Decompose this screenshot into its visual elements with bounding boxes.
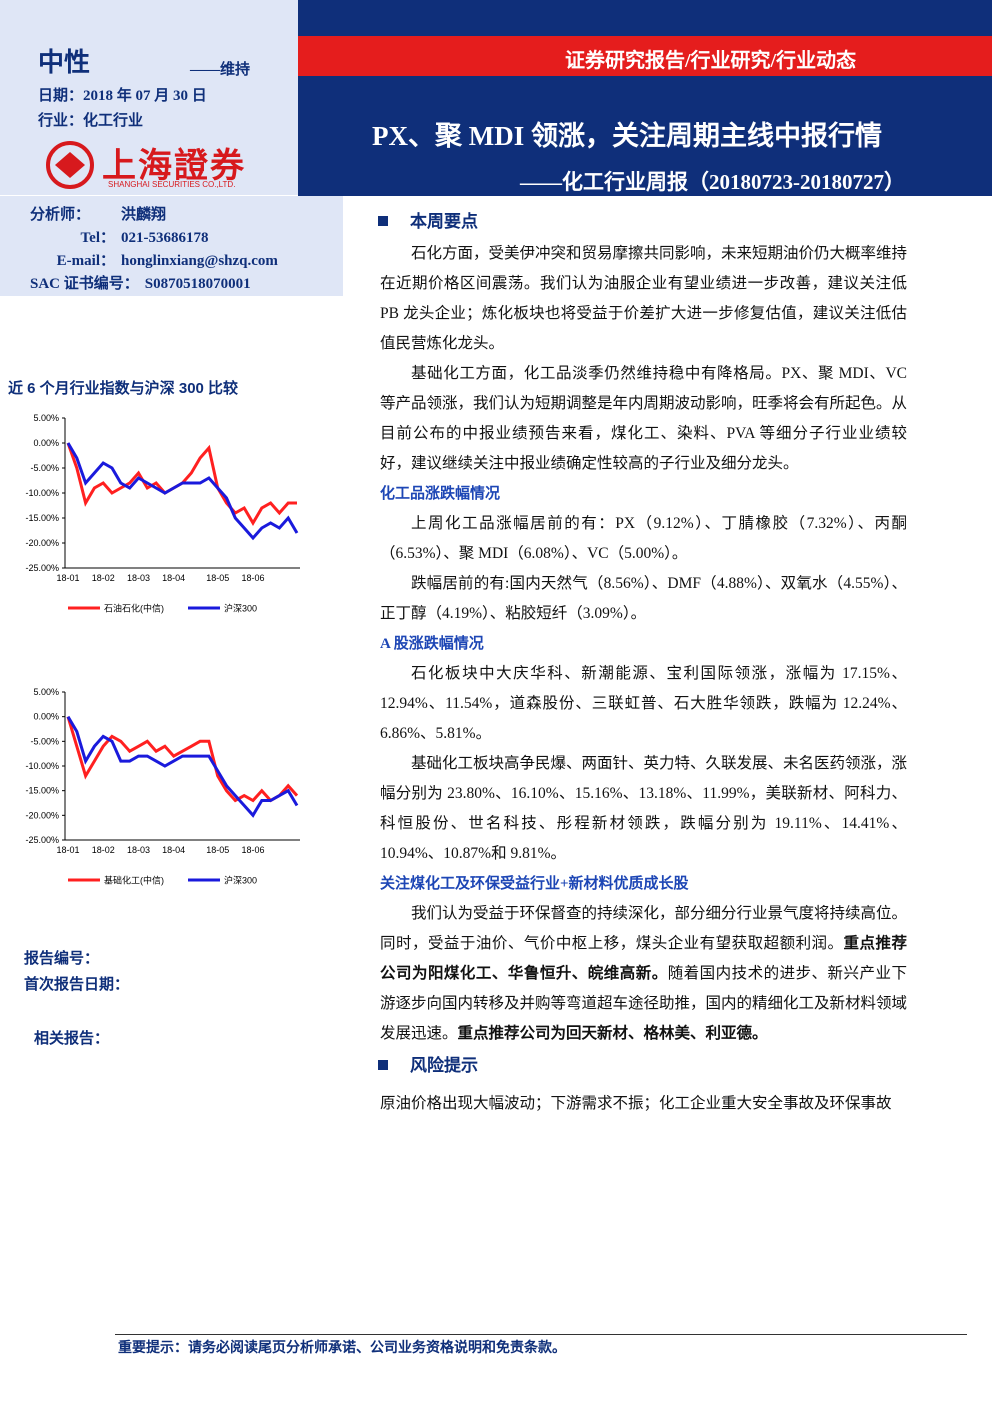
rating: 中性 xyxy=(38,48,91,77)
paragraph: 基础化工方面，化工品淡季仍然维持稳中有降格局。PX、聚 MDI、VC 等产品领涨… xyxy=(380,359,907,479)
analyst-row: 分析师： 洪麟翔 xyxy=(30,203,340,226)
x-tick-label: 18-03 xyxy=(127,573,150,583)
y-tick-label: 0.00% xyxy=(33,712,59,722)
y-tick-label: -25.00% xyxy=(25,563,59,573)
legend-label: 沪深300 xyxy=(224,875,257,886)
logo-text: 上海證券 xyxy=(102,148,246,185)
text: 石化板块中大庆华科、新潮能源、宝利国际领涨，涨幅为 17.15%、12.94%、… xyxy=(380,665,907,742)
paragraph: 我们认为受益于环保督查的持续深化，部分细分行业景气度将持续高位。同时，受益于油价… xyxy=(380,899,907,1049)
section-heading: 风险提示 xyxy=(378,1051,907,1081)
y-tick-label: -10.00% xyxy=(25,761,59,771)
y-tick-label: -10.00% xyxy=(25,488,59,498)
text: 石化方面，受美伊冲突和贸易摩擦共同影响，未来短期油价仍大概率维持在近期价格区间震… xyxy=(380,245,908,352)
legend-label: 沪深300 xyxy=(224,603,257,614)
x-tick-label: 18-02 xyxy=(92,573,115,583)
x-tick-label: 18-04 xyxy=(162,573,185,583)
analyst-value: honglinxiang@shzq.com xyxy=(121,253,278,269)
text: 上周化工品涨幅居前的有：PX（9.12%）、丁腈橡胶（7.32%）、丙酮（6.5… xyxy=(380,515,907,562)
report-type: 证券研究报告/行业研究/行业动态 xyxy=(565,50,857,72)
section-heading: 本周要点 xyxy=(378,207,907,237)
heading-marker xyxy=(378,1060,388,1070)
x-tick-label: 18-05 xyxy=(206,845,229,855)
header-red-bar xyxy=(298,36,992,76)
x-tick-label: 18-06 xyxy=(241,845,264,855)
text: 原油价格出现大幅波动；下游需求不振；化工企业重大安全事故及环保事故 xyxy=(380,1095,892,1112)
logo-diamond xyxy=(55,152,85,178)
analyst-label: SAC 证书编号： xyxy=(30,276,139,292)
series-line xyxy=(66,715,299,818)
y-tick-label: -25.00% xyxy=(25,835,59,845)
analyst-value: 洪麟翔 xyxy=(121,207,167,223)
paragraph: 跌幅居前的有:国内天然气（8.56%）、DMF（4.88%）、双氧水（4.55%… xyxy=(380,569,907,629)
y-tick-label: -15.00% xyxy=(25,786,59,796)
paragraph: 上周化工品涨幅居前的有：PX（9.12%）、丁腈橡胶（7.32%）、丙酮（6.5… xyxy=(380,509,907,569)
y-tick-label: 5.00% xyxy=(33,687,59,697)
paragraph: 石化方面，受美伊冲突和贸易摩擦共同影响，未来短期油价仍大概率维持在近期价格区间震… xyxy=(380,239,907,359)
y-tick-label: -20.00% xyxy=(25,810,59,820)
y-tick-label: -5.00% xyxy=(30,736,59,746)
x-tick-label: 18-05 xyxy=(206,573,229,583)
y-tick-label: -20.00% xyxy=(25,538,59,548)
series-line xyxy=(66,442,299,541)
series-line xyxy=(66,716,299,803)
analyst-panel xyxy=(0,196,343,296)
paragraph: 原油价格出现大幅波动；下游需求不振；化工企业重大安全事故及环保事故 xyxy=(380,1089,907,1119)
analyst-value: S0870518070001 xyxy=(144,276,251,292)
subheading: 化工品涨跌幅情况 xyxy=(380,486,501,502)
text: 跌幅居前的有:国内天然气（8.56%）、DMF（4.88%）、双氧水（4.55%… xyxy=(380,575,907,622)
analyst-label: Tel： xyxy=(80,230,115,246)
logo-english: SHANGHAI SECURITIES CO.,LTD. xyxy=(108,180,236,189)
x-tick-label: 18-02 xyxy=(92,845,115,855)
x-tick-label: 18-01 xyxy=(56,845,79,855)
report-title: PX、聚 MDI 领涨，关注周期主线中报行情 xyxy=(372,121,882,151)
analyst-label: 分析师： xyxy=(30,207,91,223)
analyst-row: Tel： 021-53686178 xyxy=(30,226,340,249)
chart-title: 近 6 个月行业指数与沪深 300 比较 xyxy=(8,379,238,397)
bold-text: 重点推荐公司为阳煤化工、华鲁恒升、皖维高新。 xyxy=(380,935,907,982)
industry: 行业：化工行业 xyxy=(38,113,144,129)
footer-rule xyxy=(115,1334,967,1335)
footer-note: 重要提示：请务必阅读尾页分析师承诺、公司业务资格说明和免责条款。 xyxy=(118,1341,566,1356)
y-tick-label: -15.00% xyxy=(25,513,59,523)
subheading: A 股涨跌幅情况 xyxy=(380,636,484,652)
x-tick-label: 18-01 xyxy=(56,573,79,583)
text: 随着国内技术的进步、新兴产业下游逐步向国内转移及并购等弯道超车途径助推，国内的精… xyxy=(380,965,908,1042)
logo-icon xyxy=(46,141,94,189)
paragraph: 基础化工板块高争民爆、两面针、英力特、久联发展、未名医药领涨，涨幅分别为 23.… xyxy=(380,749,907,869)
analyst-row: SAC 证书编号： S0870518070001 xyxy=(30,272,340,295)
chart: 近 6 个月行业指数与沪深 300 比较 -25.00% -20.00% -15.00… xyxy=(8,379,300,614)
report-number-label: 报告编号： xyxy=(24,951,100,967)
related-label: 相关报告： xyxy=(34,1031,110,1047)
legend-label: 石油石化(中信) xyxy=(104,603,164,614)
analyst-row: E-mail： honglinxiang@shzq.com xyxy=(30,249,340,272)
x-tick-label: 18-04 xyxy=(162,845,185,855)
y-tick-label: 5.00% xyxy=(33,413,59,423)
heading-text: 风险提示 xyxy=(410,1056,478,1075)
analyst-info: 分析师： 洪麟翔 Tel： 021-53686178 E-mail： honglinxia… xyxy=(30,203,340,295)
report-body: 本周要点石化方面，受美伊冲突和贸易摩擦共同影响，未来短期油价仍大概率维持在近期价… xyxy=(378,205,907,1119)
subheading: 关注煤化工及环保受益行业+新材料优质成长股 xyxy=(380,876,689,892)
header-band xyxy=(298,0,992,196)
report-date: 日期：2018 年 07 月 30 日 xyxy=(38,88,207,104)
y-tick-label: 0.00% xyxy=(33,438,59,448)
first-date-label: 首次报告日期： xyxy=(24,977,130,993)
paragraph: 石化板块中大庆华科、新潮能源、宝利国际领涨，涨幅为 17.15%、12.94%、… xyxy=(380,659,907,749)
heading-marker xyxy=(378,216,388,226)
bold-text: 重点推荐公司为回天新材、格林美、利亚德。 xyxy=(457,1025,768,1042)
x-tick-label: 18-06 xyxy=(241,573,264,583)
heading-text: 本周要点 xyxy=(410,212,478,231)
x-tick-label: 18-03 xyxy=(127,845,150,855)
chart: -25.00% -20.00% -15.00% -10.00% -5.00% 0.00% 5… xyxy=(25,687,300,886)
analyst-value: 021-53686178 xyxy=(121,230,209,246)
y-tick-label: -5.00% xyxy=(30,463,59,473)
text: 基础化工方面，化工品淡季仍然维持稳中有降格局。PX、聚 MDI、VC 等产品领涨… xyxy=(380,365,908,472)
legend-label: 基础化工(中信) xyxy=(104,875,164,886)
analyst-label: E-mail： xyxy=(56,253,115,269)
report-subtitle: ——化工行业周报（20180723-20180727） xyxy=(520,170,905,194)
text: 基础化工板块高争民爆、两面针、英力特、久联发展、未名医药领涨，涨幅分别为 23.… xyxy=(380,755,908,862)
rating-note: ——维持 xyxy=(190,62,251,78)
text: 我们认为受益于环保督查的持续深化，部分细分行业景气度将持续高位。同时，受益于油价… xyxy=(380,905,908,952)
logo-ring xyxy=(46,141,94,189)
